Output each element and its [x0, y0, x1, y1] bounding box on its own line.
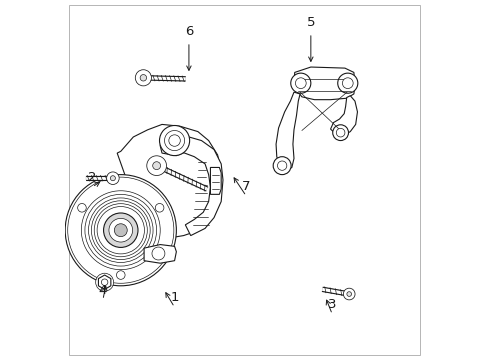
Polygon shape [148, 159, 164, 172]
Circle shape [65, 175, 176, 286]
Circle shape [159, 126, 189, 156]
Circle shape [135, 70, 151, 86]
Polygon shape [160, 127, 188, 156]
Circle shape [96, 273, 113, 291]
Circle shape [290, 73, 310, 93]
Circle shape [78, 203, 86, 212]
Circle shape [343, 288, 354, 300]
Circle shape [94, 204, 147, 257]
Text: 3: 3 [327, 298, 336, 311]
Polygon shape [137, 72, 149, 84]
Circle shape [295, 78, 305, 89]
Circle shape [346, 292, 351, 296]
Polygon shape [293, 67, 354, 100]
Polygon shape [330, 96, 357, 135]
Text: 7: 7 [242, 180, 250, 193]
Circle shape [85, 194, 156, 266]
Text: 6: 6 [184, 26, 193, 39]
Circle shape [114, 224, 127, 237]
Polygon shape [155, 164, 207, 191]
Polygon shape [117, 125, 221, 237]
Circle shape [116, 271, 125, 279]
Circle shape [109, 219, 132, 242]
Circle shape [273, 157, 290, 175]
Circle shape [342, 78, 352, 89]
Text: 2: 2 [88, 171, 96, 184]
Circle shape [88, 198, 153, 262]
Text: 1: 1 [170, 291, 179, 304]
Circle shape [67, 177, 174, 283]
Circle shape [106, 172, 119, 184]
Polygon shape [108, 174, 118, 183]
Polygon shape [144, 244, 176, 263]
Polygon shape [86, 176, 113, 180]
Polygon shape [143, 76, 185, 81]
Circle shape [332, 125, 348, 140]
Polygon shape [276, 92, 300, 171]
Circle shape [103, 213, 138, 247]
Polygon shape [165, 137, 223, 235]
Circle shape [336, 129, 344, 137]
Circle shape [110, 176, 115, 181]
Circle shape [97, 207, 144, 254]
Circle shape [101, 279, 108, 285]
Circle shape [277, 161, 286, 170]
Circle shape [81, 191, 160, 270]
Circle shape [168, 135, 180, 146]
Polygon shape [98, 275, 111, 289]
Polygon shape [322, 287, 349, 296]
Circle shape [155, 203, 163, 212]
Circle shape [91, 201, 150, 260]
Circle shape [164, 131, 184, 150]
Text: 5: 5 [306, 17, 314, 30]
Polygon shape [344, 290, 353, 298]
Circle shape [140, 75, 146, 81]
Text: 4: 4 [99, 284, 107, 297]
Circle shape [152, 162, 160, 170]
Circle shape [337, 73, 357, 93]
Circle shape [152, 247, 164, 260]
Polygon shape [210, 167, 221, 194]
Circle shape [146, 156, 166, 176]
